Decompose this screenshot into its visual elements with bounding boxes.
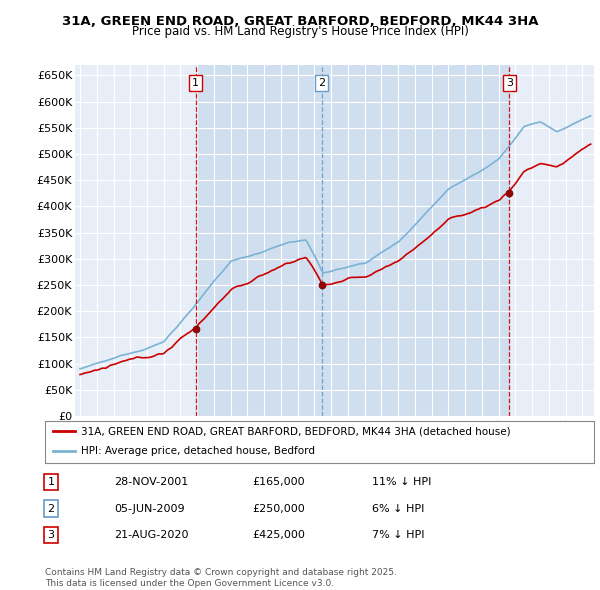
Text: 3: 3 [506,78,513,88]
Text: Price paid vs. HM Land Registry's House Price Index (HPI): Price paid vs. HM Land Registry's House … [131,25,469,38]
Text: 31A, GREEN END ROAD, GREAT BARFORD, BEDFORD, MK44 3HA: 31A, GREEN END ROAD, GREAT BARFORD, BEDF… [62,15,538,28]
Text: 1: 1 [192,78,199,88]
Text: 1: 1 [47,477,55,487]
Text: £425,000: £425,000 [252,530,305,540]
Bar [322,65,509,416]
Text: 31A, GREEN END ROAD, GREAT BARFORD, BEDFORD, MK44 3HA (detached house): 31A, GREEN END ROAD, GREAT BARFORD, BEDF… [80,427,511,436]
Text: 2: 2 [318,78,325,88]
Text: 7% ↓ HPI: 7% ↓ HPI [372,530,425,540]
Text: HPI: Average price, detached house, Bedford: HPI: Average price, detached house, Bedf… [80,446,314,456]
Bar [196,65,322,416]
Text: 11% ↓ HPI: 11% ↓ HPI [372,477,431,487]
Text: 05-JUN-2009: 05-JUN-2009 [114,504,185,513]
Text: £165,000: £165,000 [252,477,305,487]
Text: 6% ↓ HPI: 6% ↓ HPI [372,504,424,513]
Text: Contains HM Land Registry data © Crown copyright and database right 2025.
This d: Contains HM Land Registry data © Crown c… [45,568,397,588]
Text: 2: 2 [47,504,55,513]
Text: 3: 3 [47,530,55,540]
Text: 28-NOV-2001: 28-NOV-2001 [114,477,188,487]
Text: 21-AUG-2020: 21-AUG-2020 [114,530,188,540]
Text: £250,000: £250,000 [252,504,305,513]
